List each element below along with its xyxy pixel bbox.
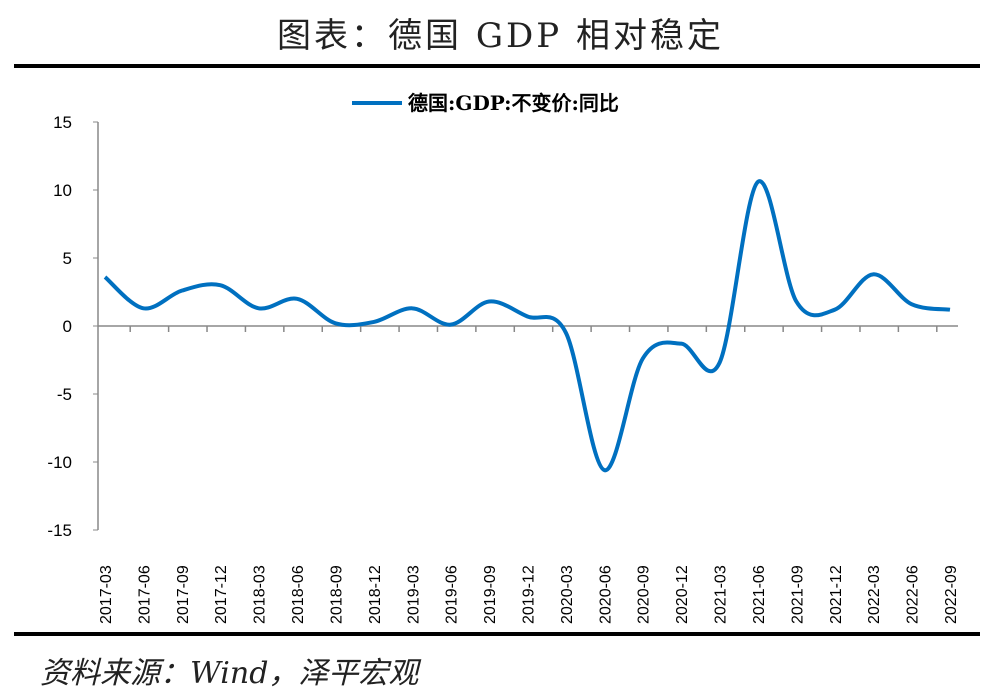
x-tick-label: 2022-06 (905, 565, 922, 624)
x-tick-label: 2021-06 (751, 565, 768, 624)
y-tick-label: 15 (53, 113, 72, 132)
x-tick-label: 2021-09 (789, 565, 806, 624)
x-tick-label: 2017-06 (136, 565, 153, 624)
bottom-rule (14, 632, 980, 636)
source-note: 资料来源：Wind，泽平宏观 (40, 656, 419, 691)
x-tick-label: 2020-03 (559, 565, 576, 624)
x-tick-label: 2021-12 (828, 565, 845, 624)
x-tick-label: 2018-06 (290, 565, 307, 624)
x-tick-label: 2019-12 (521, 565, 538, 624)
x-tick-label: 2022-09 (943, 565, 960, 624)
x-tick-label: 2020-06 (597, 565, 614, 624)
series-line (103, 179, 951, 473)
top-rule (14, 64, 980, 68)
y-tick-label: -5 (57, 385, 72, 404)
y-tick-label: -10 (47, 453, 72, 472)
legend-label: 德国:GDP:不变价:同比 (408, 91, 619, 115)
x-tick-label: 2019-06 (444, 565, 461, 624)
page-title: 图表：德国 GDP 相对稳定 (277, 16, 724, 56)
y-tick-label: 0 (63, 317, 72, 336)
x-tick-label: 2021-03 (713, 565, 730, 624)
x-tick-label: 2018-12 (367, 565, 384, 624)
y-tick-label: 10 (53, 181, 72, 200)
x-tick-label: 2022-03 (866, 565, 883, 624)
x-tick-label: 2019-09 (482, 565, 499, 624)
x-tick-label: 2020-09 (636, 565, 653, 624)
y-tick-label: 5 (63, 249, 72, 268)
x-tick-label: 2020-12 (674, 565, 691, 624)
x-tick-label: 2018-09 (328, 565, 345, 624)
x-tick-label: 2019-03 (405, 565, 422, 624)
x-tick-label: 2017-12 (213, 565, 230, 624)
y-tick-label: -15 (47, 521, 72, 540)
x-tick-label: 2018-03 (252, 565, 269, 624)
x-tick-label: 2017-09 (175, 565, 192, 624)
x-tick-label: 2017-03 (98, 565, 115, 624)
